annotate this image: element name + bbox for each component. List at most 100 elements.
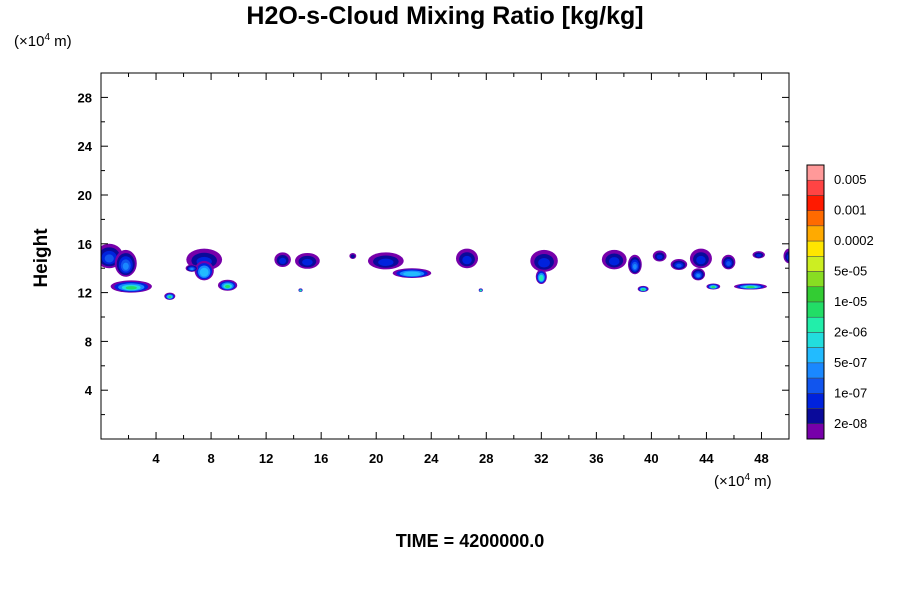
x-tick-label-40: 40 (644, 451, 658, 466)
cloud-27-layer-4 (641, 288, 645, 291)
y-unit-suffix: m) (50, 33, 72, 50)
cloud-21-layer-4 (696, 273, 701, 278)
colorbar-swatch-6 (806, 256, 825, 272)
x-tick-label-24: 24 (424, 451, 439, 466)
colorbar-swatch-17 (806, 423, 825, 440)
cloud-19 (670, 259, 688, 271)
cloud-5 (194, 260, 214, 281)
cloud-14-layer-2 (538, 258, 550, 268)
x-unit-suffix: m) (750, 473, 772, 490)
cloud-7 (217, 279, 238, 291)
x-tick-label-12: 12 (259, 451, 273, 466)
cloud-26 (733, 283, 767, 290)
y-tick-label-8: 8 (85, 334, 92, 349)
x-tick-label-8: 8 (207, 451, 214, 466)
x-tick-label-16: 16 (314, 451, 328, 466)
x-tick-label-32: 32 (534, 451, 548, 466)
colorbar-swatch-14 (806, 377, 825, 394)
colorbar-swatch-13 (806, 362, 825, 379)
colorbar-label-4: 1e-05 (834, 294, 867, 309)
x-tick-label-28: 28 (479, 451, 493, 466)
x-unit-prefix: (×10 (714, 473, 745, 490)
colorbar-swatch-16 (806, 408, 825, 425)
cloud-18-layer-2 (656, 254, 663, 260)
colorbar-label-5: 2e-06 (834, 324, 867, 339)
y-unit-prefix: (×10 (14, 33, 45, 50)
colorbar-swatch-1 (806, 179, 825, 196)
cloud-3 (164, 292, 176, 300)
cloud-3-layer-4 (168, 296, 172, 299)
colorbar: 0.005 0.001 0.0002 5e-05 1e-05 2e-06 5e-07 1e-0… (806, 164, 874, 440)
colorbar-swatch-11 (806, 332, 825, 348)
cloud-23 (752, 251, 765, 259)
cloud-21 (691, 268, 706, 281)
colorbar-swatch-3 (806, 210, 825, 227)
cloud-16 (601, 249, 627, 270)
y-axis: 4 8 12 16 20 24 28 (78, 90, 789, 416)
colorbar-swatch-12 (806, 347, 825, 364)
cloud-15-layer-4 (539, 276, 543, 281)
cloud-13 (456, 248, 479, 269)
cloud-22-layer-3 (726, 261, 731, 267)
time-label-text: TIME = 4200000.0 (395, 531, 545, 551)
cloud-22 (721, 254, 736, 270)
x-tick-label-44: 44 (699, 451, 714, 466)
cloud-13-layer-2 (462, 255, 472, 265)
cloud-1 (114, 249, 137, 277)
cloud-11-layer-2 (378, 258, 394, 267)
colorbar-swatch-10 (806, 316, 825, 333)
cloud-9 (295, 252, 320, 269)
colorbar-frame (806, 164, 825, 440)
cloud-6-layer-4 (190, 267, 194, 270)
colorbar-label-6: 5e-07 (834, 355, 867, 370)
x-unit-label: (×104 m) (714, 472, 772, 490)
y-tick-label-20: 20 (78, 188, 92, 203)
cloud-2-layer-4 (125, 286, 137, 290)
y-tick-label-16: 16 (78, 237, 92, 252)
y-tick-label-12: 12 (78, 286, 92, 301)
cloud-10-layer-1 (350, 254, 355, 259)
cloud-29-layer-4 (479, 289, 482, 292)
cloud-17 (628, 254, 642, 275)
x-tick-label-36: 36 (589, 451, 603, 466)
cloud-28-layer-4 (299, 289, 302, 292)
cloud-7-layer-4 (224, 284, 231, 288)
y-tick-label-28: 28 (78, 90, 92, 105)
cloud-8-layer-2 (279, 257, 287, 265)
cloud-26-layer-4 (745, 286, 755, 289)
cloud-11 (367, 252, 404, 270)
cloud-16-layer-2 (608, 257, 620, 266)
colorbar-swatch-4 (806, 225, 825, 242)
colorbar-label-7: 1e-07 (834, 385, 867, 400)
y-tick-label-24: 24 (78, 139, 93, 154)
cloud-6 (185, 264, 199, 272)
colorbar-swatch-9 (806, 301, 825, 318)
cloud-17-layer-4 (633, 264, 637, 270)
colorbar-swatch-8 (806, 286, 825, 303)
cloud-12 (392, 268, 432, 278)
cloud-10 (349, 252, 357, 260)
time-label: TIME = 4200000.0 (0, 531, 900, 552)
cloud-15 (535, 269, 547, 285)
cloud-0-layer-3 (104, 254, 114, 263)
cloud-18 (652, 250, 667, 262)
colorbar-label-1: 0.001 (834, 203, 867, 218)
cloud-28 (298, 288, 303, 292)
cloud-20-layer-2 (696, 255, 706, 265)
cloud-9-layer-2 (302, 258, 313, 266)
cloud-25 (706, 283, 721, 290)
cloud-8 (274, 252, 291, 267)
colorbar-swatch-2 (806, 195, 825, 211)
colorbar-swatch-0 (806, 164, 825, 181)
x-unit-exponent: 4 (744, 472, 751, 483)
x-axis: 4 8 12 16 20 24 28 32 36 40 44 48 (128, 73, 769, 466)
colorbar-swatch-7 (806, 271, 825, 288)
chart-title: H2O-s-Cloud Mixing Ratio [kg/kg] (246, 2, 644, 30)
plot-area (101, 243, 789, 300)
cloud-19-layer-3 (676, 263, 682, 268)
x-tick-label-20: 20 (369, 451, 383, 466)
cloud-27 (637, 285, 649, 292)
colorbar-swatch-15 (806, 393, 825, 409)
x-tick-label-48: 48 (754, 451, 768, 466)
